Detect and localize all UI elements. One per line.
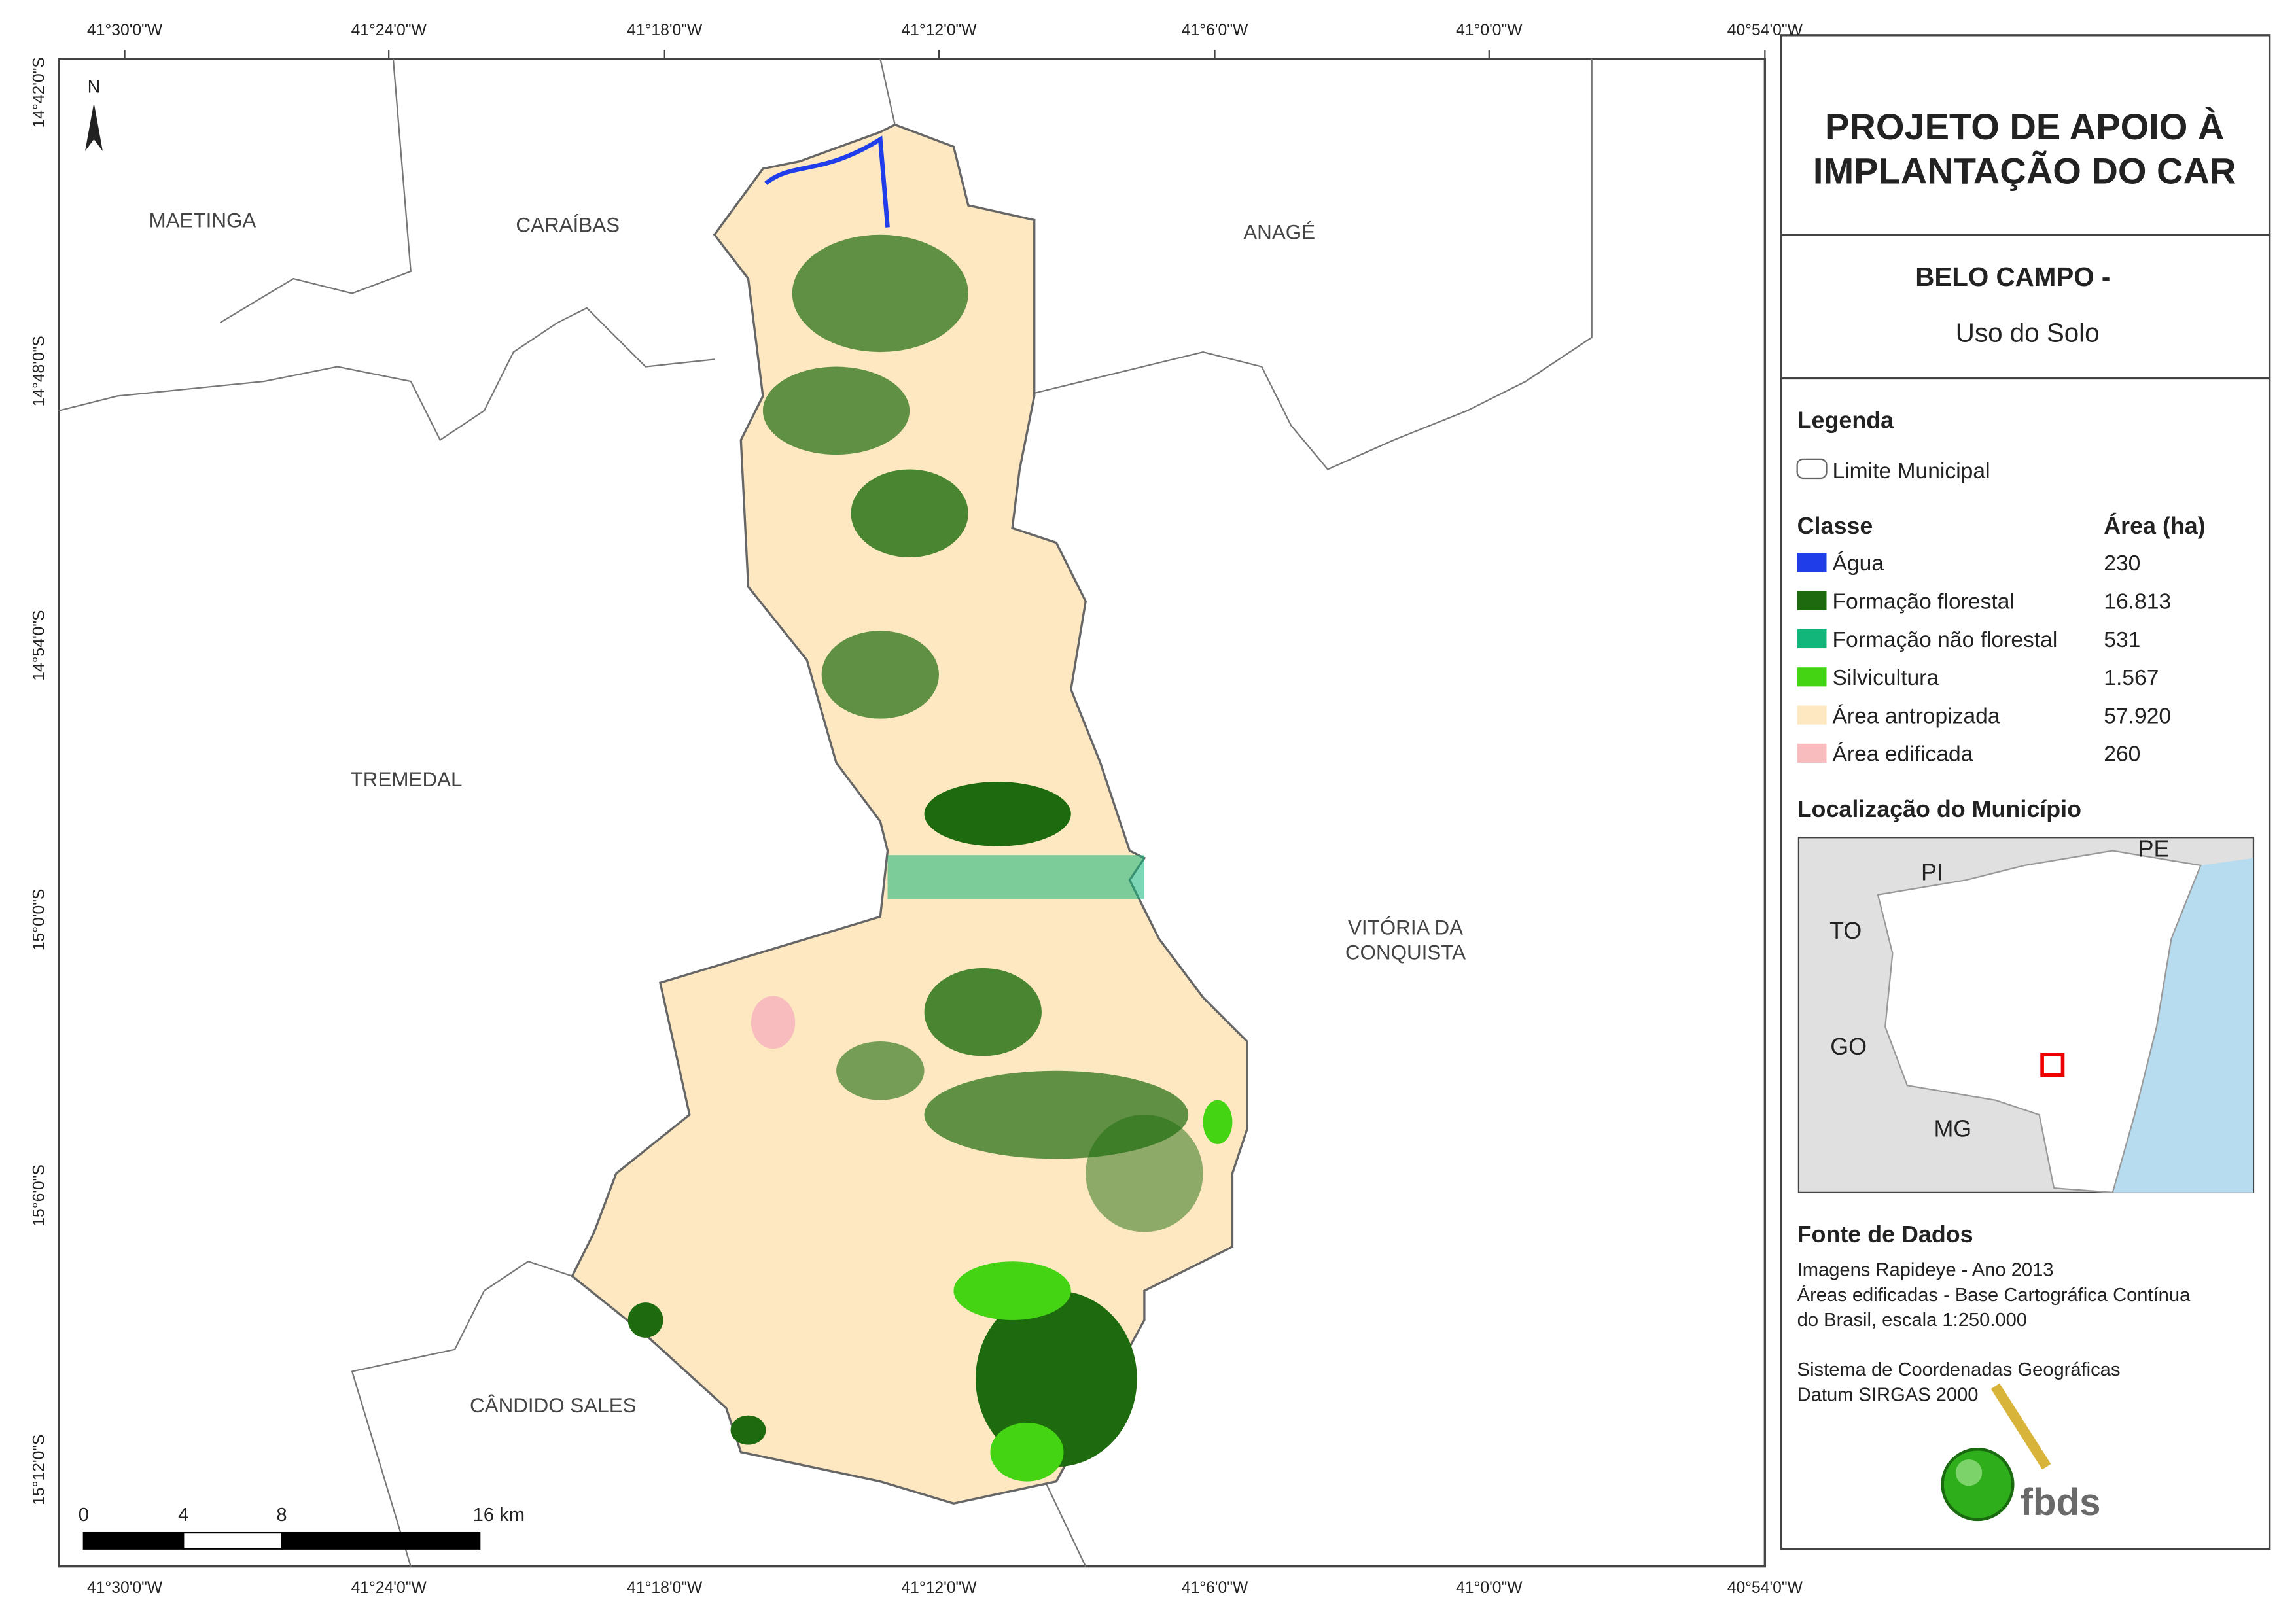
inset-map: [1797, 837, 2255, 1194]
forest-patches: [627, 234, 1203, 1467]
title: PROJETO DE APOIO À: [1825, 106, 2224, 147]
longitude-label: 41°6'0"W: [1182, 1579, 1248, 1597]
class-area: 531: [2104, 628, 2140, 652]
title: IMPLANTAÇÃO DO CAR: [1813, 150, 2236, 191]
class-name: Formação não florestal: [1832, 628, 2057, 652]
urban-patch: [751, 996, 796, 1049]
class-name: Água: [1832, 551, 1884, 576]
source-line: Imagens Rapideye - Ano 2013: [1797, 1260, 2054, 1281]
source-line: do Brasil, escala 1:250.000: [1797, 1310, 2027, 1331]
longitude-label: 41°0'0"W: [1456, 22, 1523, 39]
class-area: 16.813: [2104, 590, 2171, 614]
longitude-label: 40°54'0"W: [1727, 1579, 1803, 1597]
place-label: CONQUISTA: [1345, 941, 1466, 964]
class-header: Classe: [1797, 513, 1873, 539]
legend-swatch: [1797, 553, 1827, 572]
crs-line: Sistema de Coordenadas Geográficas: [1797, 1359, 2121, 1380]
class-area: 1.567: [2104, 666, 2159, 690]
longitude-label: 41°12'0"W: [901, 22, 977, 39]
municipality-name: BELO CAMPO -: [1915, 262, 2110, 292]
legend-swatch: [1797, 743, 1827, 763]
place-label: TREMEDAL: [351, 768, 463, 791]
area-header: Área (ha): [2104, 513, 2205, 539]
longitude-label: 41°0'0"W: [1456, 1579, 1523, 1597]
latitude-label: 15°6'0"S: [30, 1164, 48, 1227]
class-name: Formação florestal: [1832, 590, 2014, 614]
scale-label: 0: [79, 1505, 89, 1526]
latitude-label: 14°54'0"S: [30, 610, 48, 680]
place-label: CARAÍBAS: [516, 213, 620, 236]
north-arrow: [85, 102, 103, 151]
longitude-label: 41°12'0"W: [901, 1579, 977, 1597]
location-title: Localização do Município: [1797, 796, 2081, 822]
class-area: 230: [2104, 551, 2140, 576]
legend-swatch: [1797, 705, 1827, 725]
class-area: 57.920: [2104, 704, 2171, 728]
boundary-swatch: [1796, 458, 1828, 480]
latitude-label: 14°42'0"S: [30, 57, 48, 128]
north-label: N: [88, 77, 100, 96]
inset-label: TO: [1829, 918, 1862, 944]
non-forest-patch: [887, 855, 1144, 899]
river: [764, 135, 890, 228]
class-name: Silvicultura: [1832, 666, 1939, 690]
legend-swatch: [1797, 667, 1827, 687]
logo-text: fbds: [2020, 1481, 2100, 1524]
inset-label: PI: [1921, 859, 1943, 885]
longitude-label: 41°24'0"W: [351, 22, 427, 39]
longitude-label: 41°30'0"W: [87, 22, 163, 39]
longitude-label: 41°18'0"W: [627, 22, 703, 39]
scale-label: 8: [276, 1505, 287, 1526]
longitude-label: 41°30'0"W: [87, 1579, 163, 1597]
scale-label: 4: [178, 1505, 188, 1526]
subtitle: Uso do Solo: [1956, 317, 2100, 347]
inset-label: PE: [2138, 835, 2170, 862]
place-label: VITÓRIA DA: [1348, 916, 1463, 939]
place-label: CÂNDIDO SALES: [470, 1394, 637, 1417]
longitude-label: 41°24'0"W: [351, 1579, 427, 1597]
crs-line: Datum SIRGAS 2000: [1797, 1384, 1979, 1405]
place-label: ANAGÉ: [1243, 220, 1315, 243]
boundary-label: Limite Municipal: [1832, 459, 1990, 483]
class-name: Área antropizada: [1832, 704, 2000, 728]
silviculture-patches: [953, 1100, 1233, 1482]
municipality: [571, 123, 1248, 1505]
side-panel: [1780, 34, 2271, 1550]
place-label: MAETINGA: [149, 209, 256, 232]
longitude-label: 41°6'0"W: [1182, 22, 1248, 39]
inset-label: MG: [1934, 1116, 1971, 1142]
latitude-label: 15°12'0"S: [30, 1435, 48, 1505]
class-name: Área edificada: [1832, 742, 1973, 767]
source-line: Áreas edificadas - Base Cartográfica Con…: [1797, 1284, 2191, 1306]
legend-title: Legenda: [1797, 408, 1895, 434]
latitude-label: 15°0'0"S: [30, 889, 48, 951]
scale-label: 16 km: [473, 1505, 525, 1526]
neighbor-boundaries: [58, 58, 1593, 1567]
longitude-label: 41°18'0"W: [627, 1579, 703, 1597]
latitude-label: 14°48'0"S: [30, 336, 48, 406]
legend-swatch: [1797, 591, 1827, 610]
source-title: Fonte de Dados: [1797, 1221, 1973, 1248]
logo: [1941, 1383, 2051, 1522]
legend-swatch: [1797, 629, 1827, 649]
class-area: 260: [2104, 742, 2140, 767]
scale-bar: [82, 1531, 481, 1550]
longitude-label: 40°54'0"W: [1727, 22, 1803, 39]
inset-label: GO: [1830, 1034, 1867, 1060]
